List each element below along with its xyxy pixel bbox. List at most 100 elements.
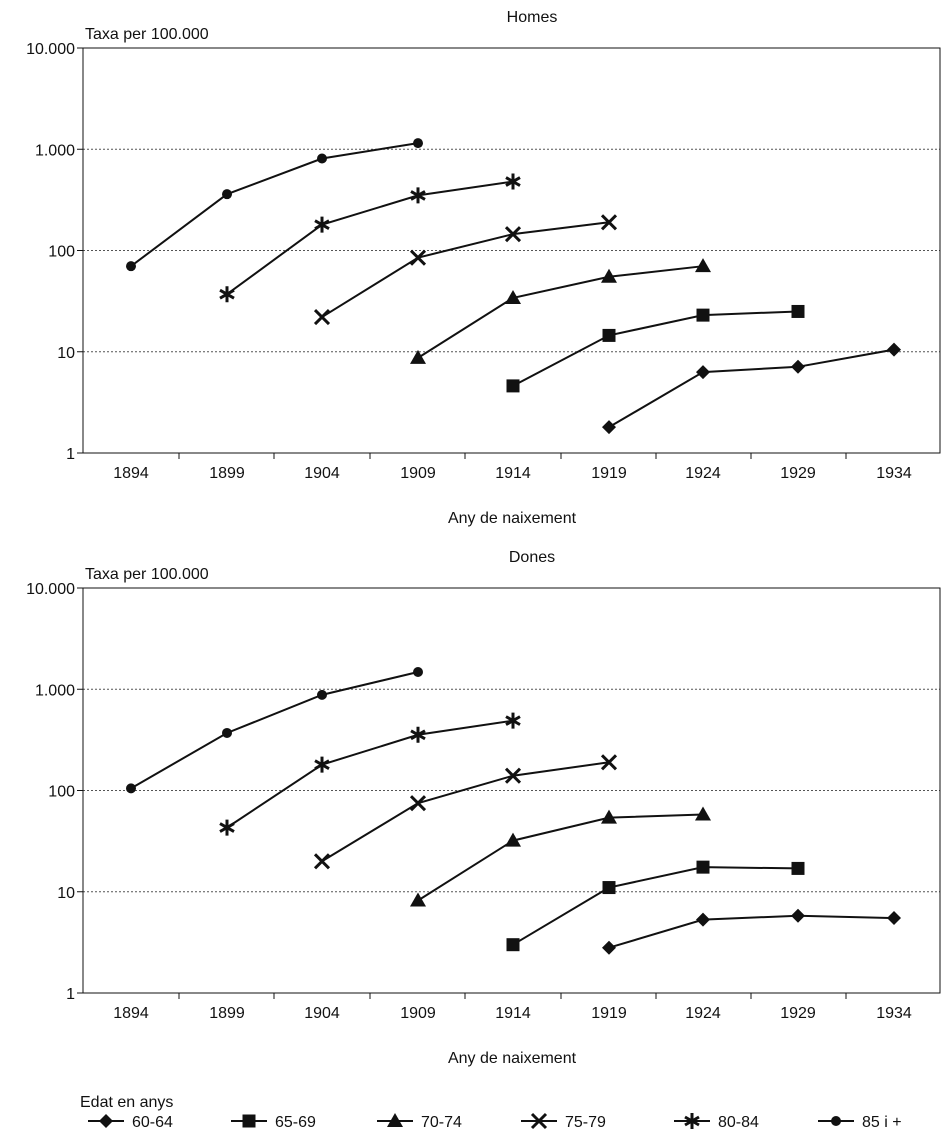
- data-point: [602, 881, 616, 895]
- x-tick-label: 1904: [304, 465, 340, 482]
- chart-panel-homes: 1 10 100 1.000 10.000 1894 1899 1904 1909 1914 191…: [26, 9, 941, 527]
- data-point: [313, 853, 331, 870]
- legend-item: 85 i +: [818, 1114, 902, 1130]
- series-line: [226, 719, 514, 829]
- series-line: [226, 180, 514, 296]
- x-tick-label: 1894: [113, 1005, 149, 1022]
- data-point: [696, 308, 710, 322]
- y-tick-label: 10: [57, 885, 75, 902]
- data-point: [126, 783, 136, 794]
- series-85 i +: [126, 138, 423, 272]
- series-65-69: [506, 860, 805, 952]
- series-60-64: [602, 908, 901, 955]
- y-tick-label: 10.000: [26, 41, 75, 58]
- x-tick-label: 1934: [876, 1005, 912, 1022]
- data-point: [601, 809, 617, 824]
- data-point: [696, 365, 710, 380]
- series-line: [130, 142, 419, 267]
- series-line: [321, 221, 610, 318]
- y-tick-label: 1: [66, 446, 75, 463]
- data-point: [887, 342, 901, 357]
- data-point: [126, 261, 136, 272]
- data-point: [601, 268, 617, 283]
- data-point: [505, 832, 521, 847]
- legend-item: 70-74: [377, 1113, 462, 1130]
- data-point: [504, 767, 522, 784]
- x-tick-label: 1924: [685, 465, 721, 482]
- x-tick-label: 1894: [113, 465, 149, 482]
- data-point: [602, 328, 616, 342]
- data-point: [602, 420, 616, 435]
- x-tick-label: 1904: [304, 1005, 340, 1022]
- plot-frame: [82, 47, 941, 454]
- data-point: [505, 173, 521, 190]
- legend-marker: [99, 1114, 113, 1128]
- data-point: [505, 712, 521, 729]
- chart-title: Homes: [507, 9, 558, 26]
- y-tick-label: 100: [48, 784, 75, 801]
- data-point: [600, 214, 618, 231]
- data-point: [410, 187, 426, 204]
- data-point: [313, 309, 331, 326]
- series-80-84: [219, 712, 521, 836]
- series-line: [417, 813, 704, 902]
- y-tick-label: 100: [48, 244, 75, 261]
- data-point: [505, 289, 521, 304]
- y-tick-label: 1.000: [35, 682, 75, 699]
- data-point: [409, 249, 427, 266]
- x-tick-label: 1924: [685, 1005, 721, 1022]
- x-tick-label: 1919: [591, 1005, 627, 1022]
- series-70-74: [410, 258, 711, 364]
- legend-item: 60-64: [88, 1114, 173, 1130]
- legend-marker: [387, 1113, 403, 1127]
- y-tick-label: 10: [57, 345, 75, 362]
- data-point: [410, 349, 426, 364]
- data-point: [314, 756, 330, 773]
- data-point: [695, 258, 711, 273]
- x-tick-label: 1929: [780, 465, 816, 482]
- legend-item: 75-79: [521, 1112, 606, 1130]
- x-tick-label: 1934: [876, 465, 912, 482]
- legend-label: 85 i +: [862, 1114, 902, 1130]
- data-point: [409, 795, 427, 812]
- data-point: [410, 726, 426, 743]
- series-line: [130, 671, 419, 790]
- data-point: [413, 138, 423, 149]
- series-75-79: [313, 754, 618, 870]
- data-point: [410, 892, 426, 907]
- legend-label: 70-74: [421, 1114, 462, 1130]
- series-line: [417, 265, 704, 359]
- x-axis-label: Any de naixement: [448, 1050, 577, 1067]
- legend: Edat en anys 60-64 65-69 70-74 75-79 80-84 85…: [80, 1094, 902, 1130]
- legend-label: 80-84: [718, 1114, 759, 1130]
- data-point: [222, 727, 232, 738]
- legend-title: Edat en anys: [80, 1094, 173, 1111]
- data-point: [314, 216, 330, 233]
- x-tick-label: 1909: [400, 465, 436, 482]
- x-tick-label: 1914: [495, 1005, 531, 1022]
- chart-title: Dones: [509, 549, 555, 566]
- x-tick-label: 1929: [780, 1005, 816, 1022]
- y-tick-label: 1.000: [35, 142, 75, 159]
- series-line: [608, 914, 895, 949]
- data-point: [695, 806, 711, 821]
- y-tick-label: 1: [66, 986, 75, 1003]
- series-70-74: [410, 806, 711, 907]
- legend-marker: [242, 1114, 256, 1128]
- x-tick-label: 1919: [591, 465, 627, 482]
- data-point: [506, 379, 520, 393]
- data-point: [600, 754, 618, 771]
- series-85 i +: [126, 667, 423, 794]
- series-line: [512, 866, 799, 946]
- legend-marker: [530, 1112, 548, 1130]
- legend-marker: [831, 1116, 841, 1126]
- y-tick-label: 10.000: [26, 581, 75, 598]
- y-axis-label: Taxa per 100.000: [85, 26, 209, 43]
- series-line: [321, 761, 610, 863]
- x-tick-label: 1899: [209, 465, 245, 482]
- series-80-84: [219, 173, 521, 303]
- data-point: [219, 819, 235, 836]
- data-point: [791, 304, 805, 318]
- x-tick-label: 1914: [495, 465, 531, 482]
